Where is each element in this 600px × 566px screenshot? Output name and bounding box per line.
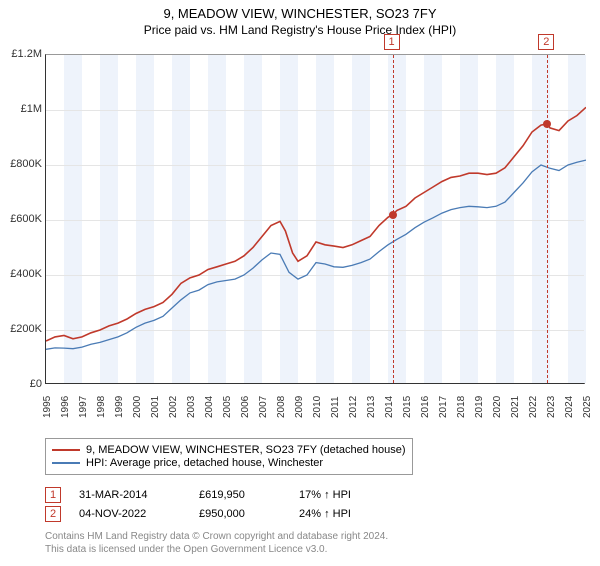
x-axis-label: 2000 [132,396,143,418]
marker-row-price: £950,000 [199,508,299,520]
chart-lines [46,55,586,385]
x-axis-label: 1997 [78,396,89,418]
x-axis-label: 1998 [96,396,107,418]
legend-item: HPI: Average price, detached house, Winc… [52,457,406,469]
x-axis-label: 2016 [420,396,431,418]
x-axis-label: 2013 [366,396,377,418]
x-axis-label: 2022 [528,396,539,418]
x-axis-label: 1995 [42,396,53,418]
marker-row-id: 2 [45,506,61,522]
marker-row-pct: 17% ↑ HPI [299,489,399,501]
chart-subtitle: Price paid vs. HM Land Registry's House … [0,23,600,37]
x-axis-label: 2002 [168,396,179,418]
marker-box-2: 2 [538,34,554,50]
x-axis-label: 2004 [204,396,215,418]
x-axis-label: 2015 [402,396,413,418]
legend: 9, MEADOW VIEW, WINCHESTER, SO23 7FY (de… [45,438,413,475]
y-axis-label: £800K [10,158,42,170]
x-axis-label: 2001 [150,396,161,418]
series-hpi [46,160,586,349]
chart-title: 9, MEADOW VIEW, WINCHESTER, SO23 7FY [0,6,600,21]
y-axis-label: £0 [30,378,42,390]
x-axis-label: 2018 [456,396,467,418]
x-axis-label: 2010 [312,396,323,418]
marker-row-price: £619,950 [199,489,299,501]
y-axis-label: £400K [10,268,42,280]
x-axis-label: 1999 [114,396,125,418]
x-axis-label: 2008 [276,396,287,418]
x-axis-label: 2023 [546,396,557,418]
legend-label: HPI: Average price, detached house, Winc… [86,457,323,469]
x-axis-label: 2006 [240,396,251,418]
marker-box-1: 1 [384,34,400,50]
chart-plot-area [45,54,585,384]
x-axis-label: 2021 [510,396,521,418]
y-axis-label: £200K [10,323,42,335]
marker-line-1 [393,55,394,383]
marker-row-id: 1 [45,487,61,503]
y-axis-label: £1M [21,103,42,115]
x-axis-label: 2020 [492,396,503,418]
x-axis-label: 2009 [294,396,305,418]
marker-line-2 [547,55,548,383]
footer-line-1: Contains HM Land Registry data © Crown c… [45,530,388,543]
marker-row: 1 31-MAR-2014£619,95017% ↑ HPI [45,487,399,503]
x-axis-label: 2003 [186,396,197,418]
x-axis-label: 1996 [60,396,71,418]
footer-attribution: Contains HM Land Registry data © Crown c… [45,530,388,556]
x-axis-label: 2011 [330,396,341,418]
legend-swatch [52,449,80,451]
marker-row-date: 04-NOV-2022 [79,508,199,520]
x-axis-label: 2017 [438,396,449,418]
y-axis-label: £1.2M [11,48,42,60]
x-axis-label: 2012 [348,396,359,418]
series-property [46,107,586,341]
legend-item: 9, MEADOW VIEW, WINCHESTER, SO23 7FY (de… [52,444,406,456]
x-axis-label: 2014 [384,396,395,418]
x-axis-label: 2024 [564,396,575,418]
marker-row-date: 31-MAR-2014 [79,489,199,501]
footer-line-2: This data is licensed under the Open Gov… [45,543,388,556]
x-axis-label: 2019 [474,396,485,418]
x-axis-label: 2005 [222,396,233,418]
legend-swatch [52,462,80,464]
y-axis-label: £600K [10,213,42,225]
marker-row-pct: 24% ↑ HPI [299,508,399,520]
x-axis-label: 2007 [258,396,269,418]
marker-dot-1 [389,211,397,219]
x-axis-label: 2025 [582,396,593,418]
marker-table: 1 31-MAR-2014£619,95017% ↑ HPI 2 04-NOV-202… [45,484,399,525]
marker-dot-2 [543,120,551,128]
marker-row: 2 04-NOV-2022£950,00024% ↑ HPI [45,506,399,522]
legend-label: 9, MEADOW VIEW, WINCHESTER, SO23 7FY (de… [86,444,406,456]
